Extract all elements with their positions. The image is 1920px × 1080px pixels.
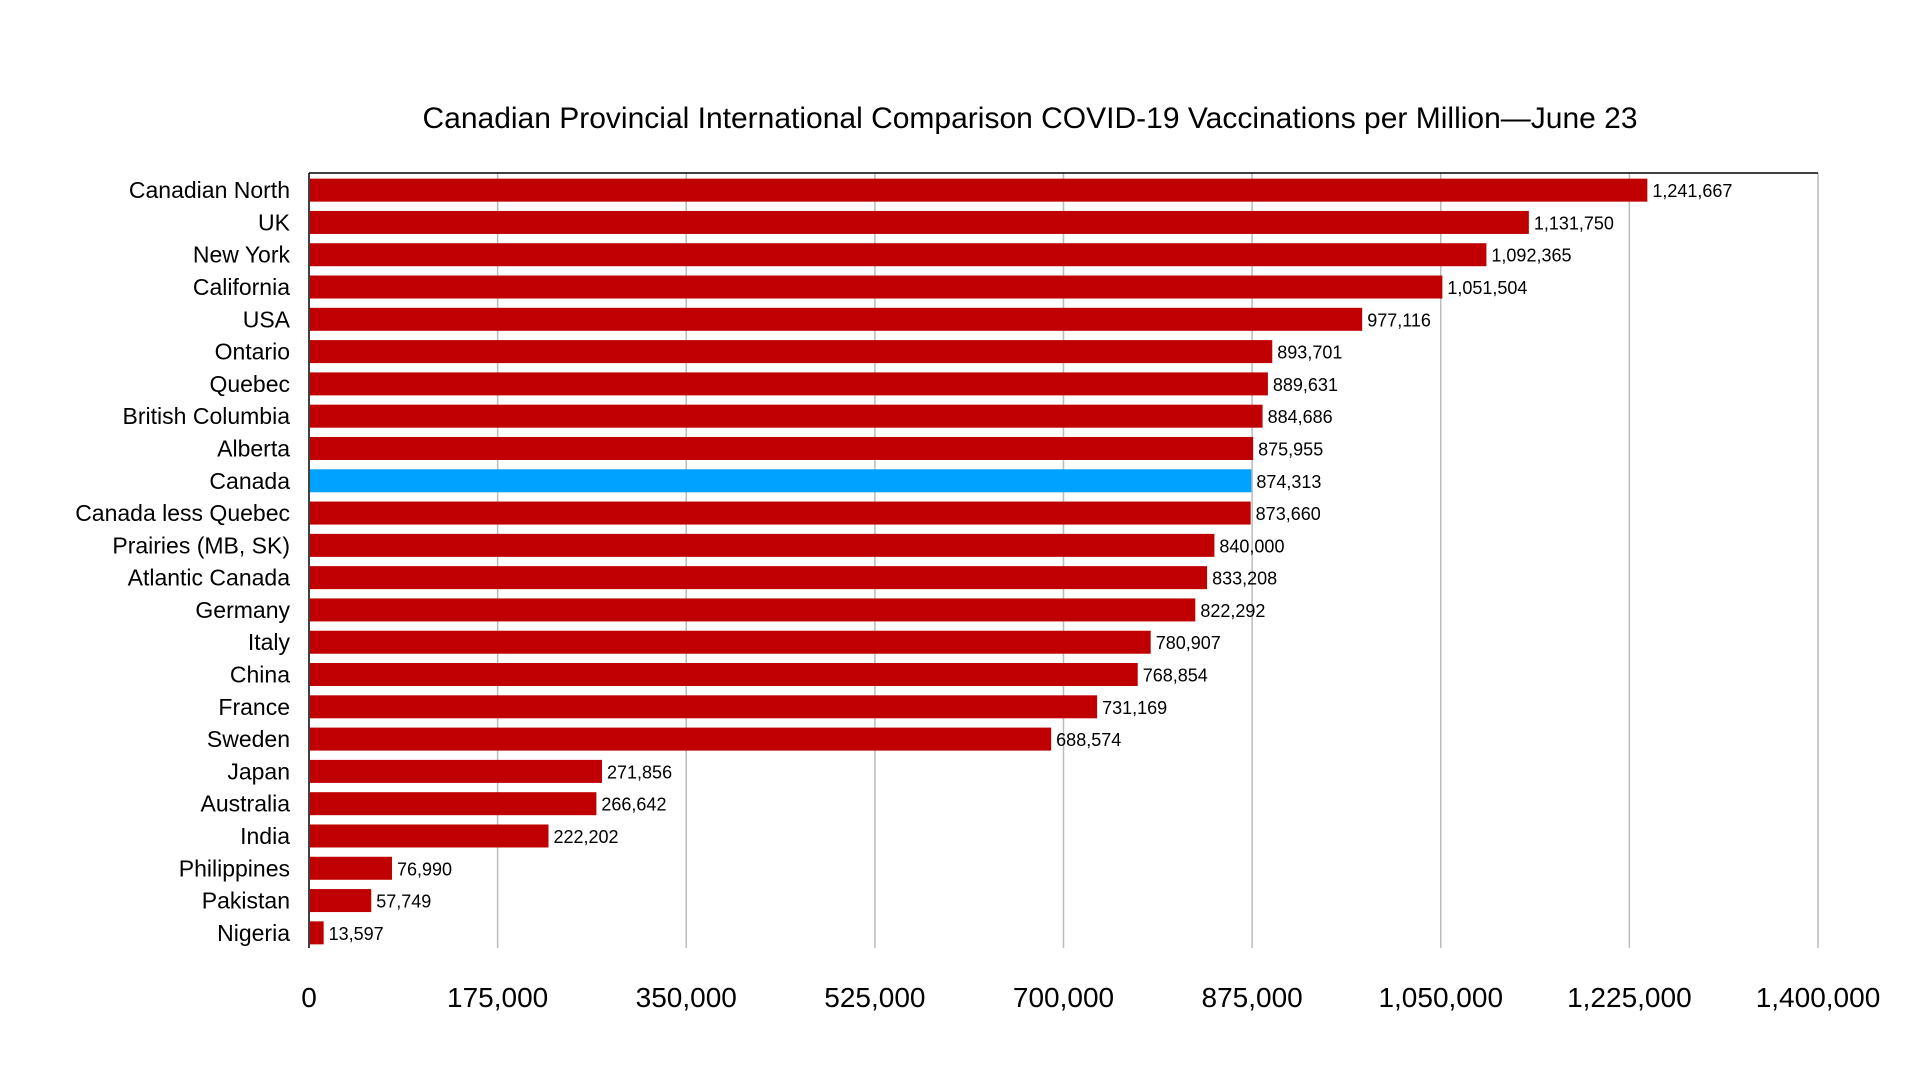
- category-label: UK: [258, 209, 291, 235]
- category-label: France: [218, 694, 290, 720]
- bar: [310, 727, 1052, 751]
- value-label: 874,313: [1256, 472, 1321, 492]
- bar: [310, 404, 1263, 428]
- x-tick-label: 350,000: [636, 982, 737, 1013]
- value-label: 76,990: [397, 859, 452, 879]
- value-label: 889,631: [1273, 375, 1338, 395]
- bar: [310, 889, 372, 913]
- bar: [310, 533, 1215, 557]
- bar: [310, 436, 1254, 460]
- bar: [310, 856, 392, 880]
- value-label: 1,051,504: [1447, 278, 1527, 298]
- category-label: Australia: [201, 791, 291, 817]
- category-label: New York: [193, 242, 291, 268]
- bar: [310, 566, 1208, 590]
- bar: [310, 275, 1443, 299]
- category-label: USA: [243, 306, 291, 332]
- category-label: Ontario: [215, 339, 290, 365]
- value-label: 731,169: [1102, 698, 1167, 718]
- category-label: Quebec: [209, 371, 290, 397]
- category-label: Canada less Quebec: [75, 500, 290, 526]
- bar: [310, 210, 1529, 234]
- x-tick-label: 1,400,000: [1756, 982, 1881, 1013]
- x-tick-label: 700,000: [1013, 982, 1114, 1013]
- value-label: 873,660: [1256, 504, 1321, 524]
- category-label: Germany: [195, 597, 290, 623]
- value-label: 875,955: [1258, 439, 1323, 459]
- value-label: 822,292: [1200, 601, 1265, 621]
- category-label: Italy: [248, 629, 291, 655]
- x-tick-label: 1,225,000: [1567, 982, 1692, 1013]
- value-label: 57,749: [376, 892, 431, 912]
- bar: [310, 663, 1138, 687]
- value-label: 977,116: [1367, 310, 1431, 330]
- value-label: 840,000: [1219, 536, 1284, 556]
- value-label: 222,202: [554, 827, 619, 847]
- category-label: Nigeria: [217, 920, 290, 946]
- category-label: Canadian North: [129, 177, 290, 203]
- category-label: Pakistan: [202, 888, 290, 914]
- value-label: 271,856: [607, 762, 672, 782]
- bar: [310, 178, 1648, 202]
- bar: [310, 759, 603, 783]
- bar: [310, 695, 1098, 719]
- chart-title: Canadian Provincial International Compar…: [422, 102, 1638, 135]
- category-label: California: [193, 274, 290, 300]
- bar: [310, 372, 1268, 396]
- category-label: Philippines: [179, 855, 290, 881]
- value-label: 266,642: [601, 795, 666, 815]
- bar: [310, 469, 1252, 493]
- bar: [310, 243, 1487, 267]
- category-label: Canada: [209, 468, 290, 494]
- category-label: Japan: [227, 758, 290, 784]
- value-label: 833,208: [1212, 569, 1277, 589]
- category-label: India: [240, 823, 290, 849]
- value-label: 1,092,365: [1491, 246, 1571, 266]
- value-label: 884,686: [1268, 407, 1333, 427]
- bar: [310, 598, 1196, 622]
- value-label: 768,854: [1143, 666, 1208, 686]
- x-tick-label: 175,000: [447, 982, 548, 1013]
- value-label: 688,574: [1056, 730, 1121, 750]
- category-label: Alberta: [217, 435, 290, 461]
- value-label: 13,597: [329, 924, 384, 944]
- category-label: China: [230, 662, 290, 688]
- bar: [310, 307, 1363, 331]
- category-label: Sweden: [207, 726, 290, 752]
- x-tick-label: 875,000: [1202, 982, 1303, 1013]
- bar: [310, 921, 324, 945]
- x-tick-label: 525,000: [824, 982, 925, 1013]
- bar: [310, 630, 1151, 654]
- category-label: Prairies (MB, SK): [112, 532, 290, 558]
- category-label: British Columbia: [123, 403, 291, 429]
- bar: [310, 340, 1273, 364]
- bar: [310, 501, 1251, 525]
- value-label: 893,701: [1277, 343, 1342, 363]
- bar: [310, 792, 597, 816]
- x-tick-label: 0: [301, 982, 317, 1013]
- bar: [310, 824, 549, 848]
- value-label: 780,907: [1156, 633, 1221, 653]
- value-label: 1,131,750: [1534, 213, 1614, 233]
- value-label: 1,241,667: [1652, 181, 1732, 201]
- x-tick-label: 1,050,000: [1378, 982, 1503, 1013]
- category-label: Atlantic Canada: [128, 565, 291, 591]
